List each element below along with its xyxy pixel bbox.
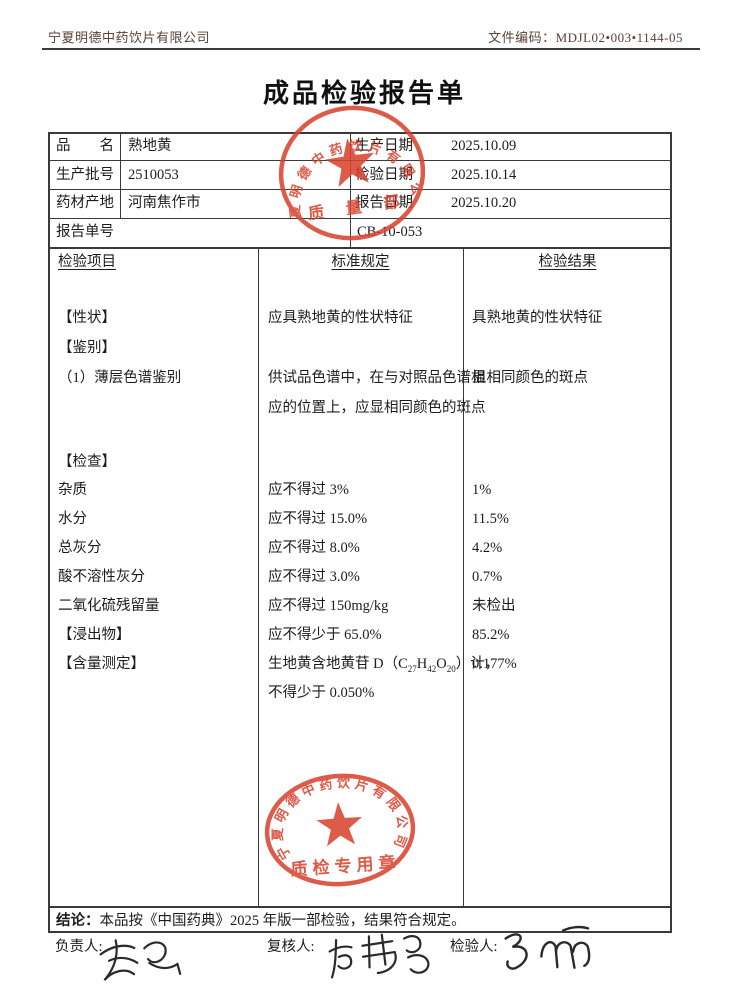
field-value-product: 熟地黄 xyxy=(128,138,172,154)
field-value-inspection-date: 2025.10.14 xyxy=(451,167,517,183)
grid-line xyxy=(50,218,670,219)
doc-code: 文件编码：MDJL02•003•1144-05 xyxy=(488,28,683,48)
conclusion-text: 本品按《中国药典》2025 年版一部检验，结果符合规定。 xyxy=(99,913,466,929)
reviewer-label: 复核人: xyxy=(267,939,315,955)
company-name: 宁夏明德中药饮片有限公司 xyxy=(48,30,211,45)
field-label-report-no: 报告单号 xyxy=(56,224,114,240)
assay-formula-post: ）计， xyxy=(455,656,500,672)
field-label-production-date: 生产日期 xyxy=(355,138,413,154)
grid-line xyxy=(50,906,670,908)
assay-formula-mid1: H xyxy=(416,656,428,672)
field-label-batch-no: 生产批号 xyxy=(56,167,114,183)
spec-total-ash: 应不得过 8.0% xyxy=(268,540,360,556)
reviewer-signature xyxy=(328,933,430,979)
spec-tlc-line2: 应的位置上，应显相同颜色的斑点 xyxy=(268,400,486,416)
result-moisture: 11.5% xyxy=(472,511,509,527)
spec-tlc-line1: 供试品色谱中，在与对照品色谱相 xyxy=(268,370,486,386)
spec-so2-residue: 应不得过 150mg/kg xyxy=(268,598,389,614)
item-acid-insoluble-ash: 酸不溶性灰分 xyxy=(58,569,145,585)
column-header-result: 检验结果 xyxy=(538,254,597,270)
assay-formula-mid2: O xyxy=(436,656,447,672)
result-impurity: 1% xyxy=(472,482,492,498)
quality-dept-stamp: 宁夏明德中药饮片有限公司 质量部 xyxy=(252,79,426,241)
result-acid-insoluble-ash: 0.7% xyxy=(472,569,503,585)
conclusion: 结论：本品按《中国药典》2025 年版一部检验，结果符合规定。 xyxy=(56,911,466,931)
result-tlc: 显相同颜色的斑点 xyxy=(472,370,588,386)
manager-label: 负责人: xyxy=(55,939,103,955)
item-impurity: 杂质 xyxy=(58,482,87,498)
inspector-label: 检验人: xyxy=(450,939,498,955)
item-character: 【性状】 xyxy=(58,310,116,326)
stamp-star-icon xyxy=(325,138,375,188)
stamp-qc-text: 质检专用章 xyxy=(290,852,401,880)
column-header-spec: 标准规定 xyxy=(331,254,390,270)
result-assay: 0.177% xyxy=(472,656,517,672)
spec-impurity: 应不得过 3% xyxy=(268,482,349,498)
grid-line xyxy=(350,132,351,247)
field-value-origin: 河南焦作市 xyxy=(128,195,201,211)
field-label-inspection-date: 检验日期 xyxy=(355,167,413,183)
header-rule xyxy=(42,48,700,50)
result-character: 具熟地黄的性状特征 xyxy=(472,310,603,326)
page-title: 成品检验报告单 xyxy=(262,79,466,108)
item-moisture: 水分 xyxy=(58,511,87,527)
doc-code-value: MDJL02•003•1144-05 xyxy=(555,30,683,45)
assay-formula-sub2: 42 xyxy=(427,663,437,674)
assay-formula-sub1: 27 xyxy=(407,663,417,674)
assay-formula-sub3: 20 xyxy=(446,663,456,674)
spec-assay-line2: 不得少于 0.050% xyxy=(268,685,375,701)
table-frame xyxy=(48,132,672,933)
item-check-section: 【检查】 xyxy=(58,454,116,470)
item-tlc: （1）薄层色谱鉴别 xyxy=(58,370,182,386)
qc-seal-stamp: 宁夏明德中药饮片有限公司 质检专用章 xyxy=(264,770,416,887)
spec-assay-line1: 生地黄含地黄苷 D（C27H42O20）计， xyxy=(268,654,499,679)
grid-line xyxy=(463,249,464,906)
result-so2-residue: 未检出 xyxy=(472,598,516,614)
item-total-ash: 总灰分 xyxy=(58,540,102,556)
field-label-report-date: 报告日期 xyxy=(355,195,413,211)
spec-character: 应具熟地黄的性状特征 xyxy=(268,310,413,326)
grid-line xyxy=(258,249,259,906)
spec-acid-insoluble-ash: 应不得过 3.0% xyxy=(268,569,360,585)
item-so2-residue: 二氧化硫残留量 xyxy=(58,598,160,614)
spec-extractives: 应不得少于 65.0% xyxy=(268,627,382,643)
item-assay: 【含量测定】 xyxy=(58,656,145,672)
doc-code-label: 文件编码： xyxy=(488,30,556,45)
grid-line xyxy=(50,247,670,249)
stamp-dept-text: 质量部 xyxy=(307,189,423,224)
assay-formula-pre: 生地黄含地黄苷 D（C xyxy=(268,656,408,672)
item-extractives: 【浸出物】 xyxy=(58,627,131,643)
field-value-batch-no: 2510053 xyxy=(128,167,179,183)
manager-signature xyxy=(99,939,182,981)
result-total-ash: 4.2% xyxy=(472,540,503,556)
grid-line xyxy=(120,132,121,218)
result-extractives: 85.2% xyxy=(472,627,510,643)
field-value-report-date: 2025.10.20 xyxy=(451,195,517,211)
conclusion-label: 结论： xyxy=(56,913,100,929)
item-identification: 【鉴别】 xyxy=(58,340,116,356)
inspector-signature xyxy=(504,925,591,970)
field-value-production-date: 2025.10.09 xyxy=(451,138,517,154)
spec-moisture: 应不得过 15.0% xyxy=(268,511,368,527)
column-header-item: 检验项目 xyxy=(58,254,116,270)
field-label-origin: 药材产地 xyxy=(56,195,114,211)
field-label-product: 品 名 xyxy=(56,138,114,154)
grid-line xyxy=(50,189,670,190)
stamp-star-icon xyxy=(316,802,362,847)
